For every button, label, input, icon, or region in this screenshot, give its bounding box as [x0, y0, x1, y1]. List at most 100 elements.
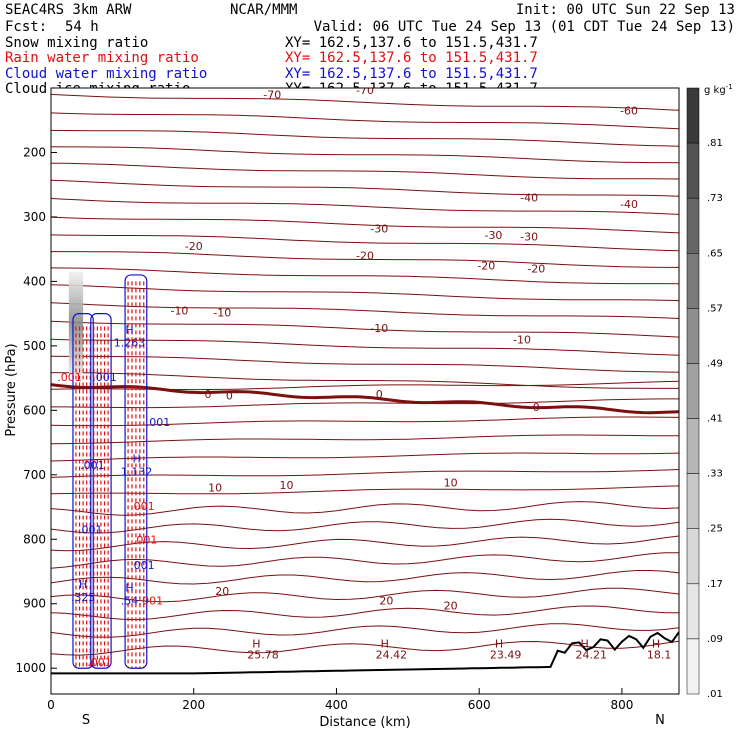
cloud-contour-label: .001 — [133, 533, 158, 546]
colorbar-units-base: g kg — [704, 85, 726, 96]
x-tick-label: 200 — [182, 698, 205, 712]
isotherm-label: 10 — [280, 479, 294, 492]
colorbar-swatch — [686, 253, 700, 309]
surface-high-value: 25.78 — [247, 649, 279, 662]
field-xy-cloud-water: XY= 162.5,137.6 to 151.5,431.7 — [285, 66, 538, 82]
isotherm-line — [51, 267, 679, 285]
colorbar-label: .25 — [707, 524, 723, 535]
isotherm-line — [51, 338, 679, 356]
fcst-value: 54 h — [65, 19, 99, 35]
y-axis-label: Pressure (hPa) — [4, 343, 19, 436]
cloud-maximum-marker: H — [79, 578, 87, 591]
cloud-water-contour — [90, 313, 112, 669]
isotherm-label: -20 — [356, 250, 374, 263]
y-tick-label: 500 — [23, 339, 46, 353]
colorbar-swatch — [686, 308, 700, 364]
colorbar-label: .41 — [707, 414, 723, 425]
y-tick-label: 600 — [23, 403, 46, 417]
axes: 0 200 400 600 800200300400500600700800900100… — [15, 145, 633, 712]
isotherm-label: 20 — [379, 595, 393, 608]
cloud-contour-label: .001 — [78, 524, 103, 537]
y-tick-label: 900 — [23, 597, 46, 611]
isotherm-line — [51, 234, 679, 252]
valid-time: Valid: 06 UTC Tue 24 Sep 13 (01 CDT Tue … — [314, 19, 735, 35]
init-time: Init: 00 UTC Sun 22 Sep 13 — [516, 2, 735, 18]
y-tick-label: 800 — [23, 532, 46, 546]
isotherm-label: -30 — [520, 230, 538, 243]
isotherm-label: 0 — [205, 388, 212, 401]
isotherm-line — [51, 216, 679, 234]
colorbar-swatch — [686, 583, 700, 640]
x-tick-label: 800 — [610, 698, 633, 712]
isotherm-label: -30 — [370, 223, 388, 236]
isotherm-label: -20 — [527, 263, 545, 276]
x-tick-label: 0 — [47, 698, 55, 712]
cloud-contour-label: .001 — [130, 559, 155, 572]
header: SEAC4RS 3km ARW NCAR/MMM Init: 00 UTC Su… — [5, 2, 735, 97]
colorbar-units: g kg-1 — [704, 83, 733, 96]
colorbar-swatch — [686, 197, 700, 254]
isotherm-label: 10 — [444, 477, 458, 490]
isotherm-line — [51, 179, 679, 197]
isotherm-line — [51, 518, 679, 534]
colorbar-label: .49 — [707, 358, 723, 369]
fcst-label: Fcst: — [5, 19, 47, 35]
surface-high-marker: H — [495, 638, 503, 651]
isotherm-label: 0 — [533, 401, 540, 414]
colorbar: g kg-1 .81 .73 .65 .57 .49 .41 .33 .25 .17 .09 .01 — [686, 83, 733, 700]
cloud-maximum-marker: H — [132, 452, 140, 465]
cloud-maximum-value: 1.132 — [121, 465, 153, 478]
cloud-contour-label: .001 — [139, 595, 164, 608]
title: SEAC4RS 3km ARW — [5, 2, 132, 18]
x-tick-label: 400 — [325, 698, 348, 712]
y-tick-label: 300 — [23, 210, 46, 224]
isotherm-line — [51, 302, 679, 319]
isotherm-line — [51, 605, 679, 621]
isotherm-line — [51, 93, 679, 111]
isotherm-label: 10 — [208, 482, 222, 495]
isotherm-line — [51, 398, 679, 409]
isotherm-line — [51, 129, 679, 147]
isotherm-line — [51, 452, 679, 462]
isotherm-label: 0 — [376, 388, 383, 401]
field-name-cloud-water: Cloud water mixing ratio — [5, 66, 207, 82]
isotherm-label: 20 — [215, 585, 229, 598]
field-xy-snow: XY= 162.5,137.6 to 151.5,431.7 — [285, 35, 538, 51]
surface-high-value: 24.42 — [376, 649, 408, 662]
colorbar-swatch — [686, 528, 700, 585]
colorbar-label: .17 — [707, 579, 723, 590]
x-axis-label: Distance (km) — [319, 715, 410, 730]
isotherm-line — [51, 162, 679, 180]
surface-high-value: 23.49 — [490, 649, 522, 662]
isotherm-line — [51, 640, 679, 656]
center-label: NCAR/MMM — [230, 2, 297, 18]
isotherm-label: 20 — [444, 600, 458, 613]
isotherm-label: -10 — [513, 333, 531, 346]
isotherm-label: -40 — [620, 198, 638, 211]
colorbar-units-exponent: -1 — [726, 83, 733, 91]
y-tick-label: 1000 — [15, 661, 46, 675]
colorbar-label: .09 — [707, 634, 723, 645]
colorbar-label: .33 — [707, 469, 723, 480]
x-tick-label: 600 — [468, 698, 491, 712]
colorbar-label: .73 — [707, 193, 723, 204]
colorbar-label: .01 — [707, 689, 723, 700]
plot-frame — [50, 87, 680, 695]
isotherm-line — [51, 535, 679, 552]
cloud-maximum-value: 1.263 — [114, 336, 146, 349]
isotherm-line — [51, 587, 679, 603]
isotherm-line — [51, 623, 679, 638]
freezing-level-line — [51, 383, 679, 415]
colorbar-swatch — [686, 473, 700, 529]
cloud-contour-label: .001 — [87, 656, 112, 669]
cloud-contour-label: .001 — [130, 500, 155, 513]
field-name-snow: Snow mixing ratio — [5, 35, 148, 51]
surface-high-marker: H — [252, 638, 260, 651]
plot-background — [51, 88, 679, 694]
cloud-contour-label: .001 — [146, 416, 171, 429]
y-tick-label: 700 — [23, 468, 46, 482]
colorbar-swatch — [686, 418, 700, 474]
surface-high-marker: H — [652, 638, 660, 651]
field-xy-rain: XY= 162.5,137.6 to 151.5,431.7 — [285, 50, 538, 66]
